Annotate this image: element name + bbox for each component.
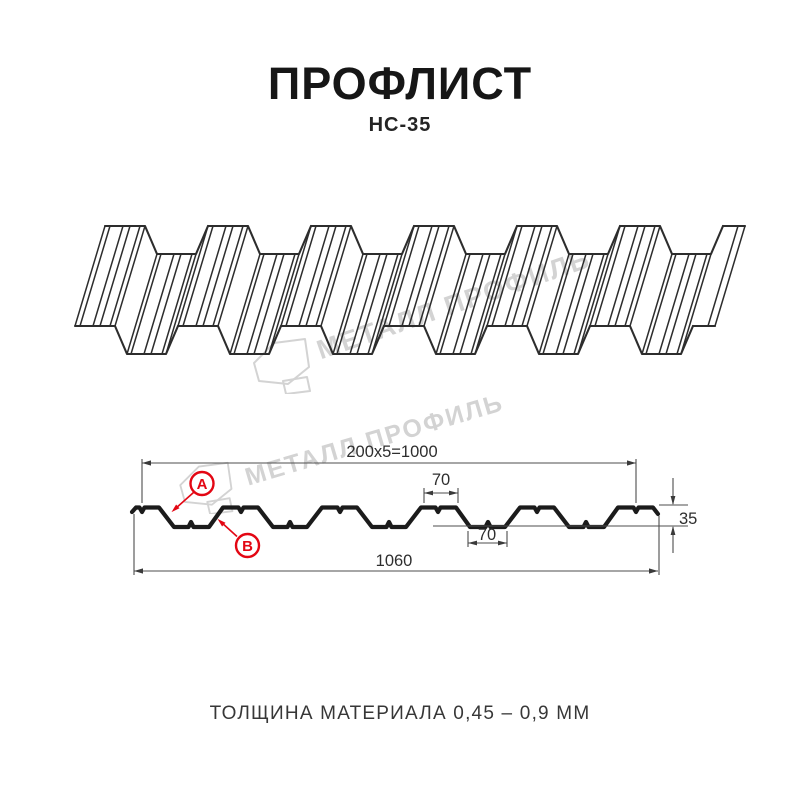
- profile-model-subtitle: НС-35: [368, 114, 432, 136]
- sheet-3d-view: [73, 224, 747, 356]
- material-thickness-note: ТОЛЩИНА МАТЕРИАЛА 0,45 – 0,9 ММ: [209, 703, 591, 724]
- page-title: ПРОФЛИСТ: [267, 58, 533, 109]
- dimension-label-rib-top-width: 70: [432, 471, 450, 489]
- dimension-label-overall-width: 1060: [376, 552, 413, 570]
- callout-b-label: B: [242, 538, 253, 555]
- dimension-rib-top-width: 70: [423, 471, 459, 503]
- callout-b-arrowhead: [217, 518, 226, 527]
- dimension-label-profile-height: 35: [679, 510, 697, 528]
- callout-side-b: B: [217, 518, 261, 559]
- dimension-cover-width: 200x5=1000: [141, 443, 637, 503]
- callout-a-label: A: [197, 476, 208, 493]
- dimension-rib-bottom-width: 70: [467, 526, 508, 547]
- callout-b-circle: [234, 532, 261, 559]
- callout-a-circle: [189, 470, 215, 497]
- callout-a-arrowhead: [171, 504, 180, 513]
- dimension-label-rib-bottom-width: 70: [478, 526, 496, 544]
- dimension-overall-width: 1060: [133, 514, 660, 575]
- cross-section-profile-outline: [129, 505, 661, 530]
- dimension-profile-height: 35: [433, 478, 697, 553]
- callout-side-a: A: [171, 470, 215, 513]
- brand-logo-icon: [179, 461, 234, 514]
- dimension-label-cover-width: 200x5=1000: [346, 443, 437, 461]
